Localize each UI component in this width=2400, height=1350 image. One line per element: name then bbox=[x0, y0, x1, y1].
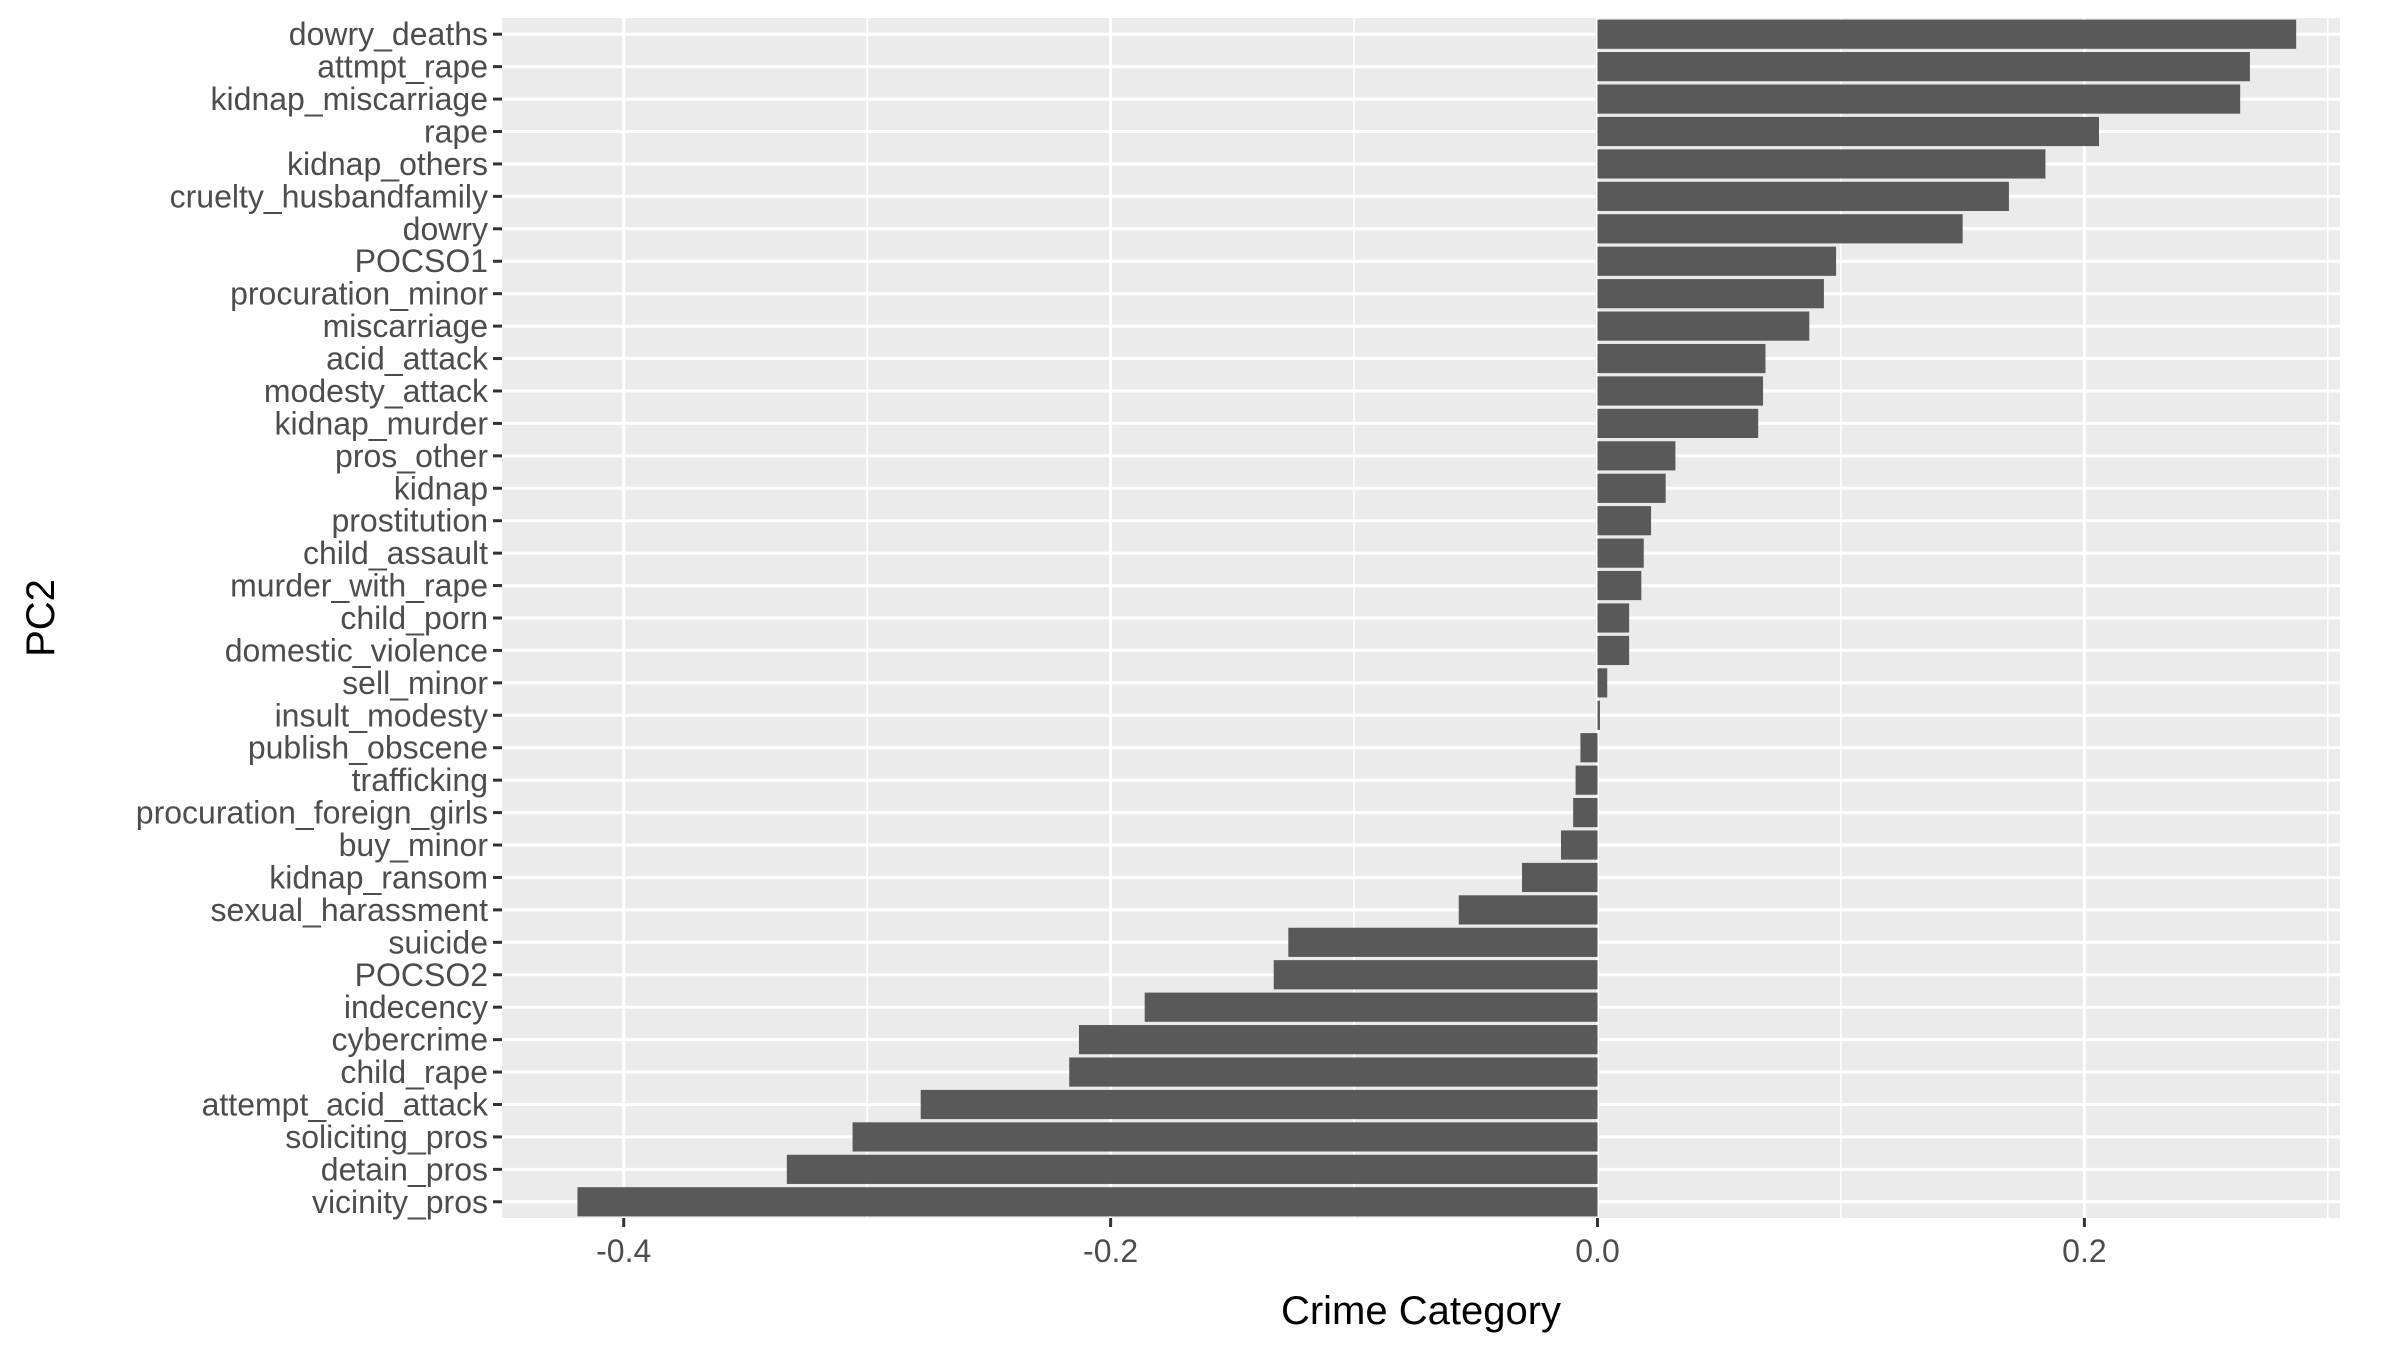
y-tick-label: miscarriage bbox=[323, 308, 488, 344]
bar bbox=[1597, 570, 1642, 601]
y-tick-label: detain_pros bbox=[321, 1151, 488, 1187]
y-axis: dowry_deathsattmpt_rapekidnap_miscarriag… bbox=[136, 16, 502, 1220]
y-tick-label: rape bbox=[424, 114, 488, 150]
bar bbox=[1580, 733, 1598, 763]
x-tick-label: 0.0 bbox=[1575, 1233, 1619, 1269]
bar bbox=[1288, 927, 1598, 957]
y-tick-label: kidnap_ransom bbox=[269, 859, 488, 895]
y-tick-label: sell_minor bbox=[342, 665, 488, 701]
y-tick-label: cruelty_husbandfamily bbox=[170, 178, 488, 214]
y-tick-label: child_assault bbox=[303, 535, 488, 571]
bar bbox=[1560, 830, 1598, 860]
y-tick-label: procuration_foreign_girls bbox=[136, 795, 488, 831]
bar bbox=[1597, 668, 1608, 698]
bar bbox=[1273, 960, 1598, 990]
y-tick-label: publish_obscene bbox=[248, 730, 488, 766]
bar bbox=[1597, 376, 1764, 406]
y-tick-label: dowry bbox=[403, 211, 488, 247]
y-tick-label: sexual_harassment bbox=[211, 892, 489, 928]
y-tick-label: child_rape bbox=[340, 1054, 488, 1090]
bars bbox=[577, 19, 2297, 1217]
y-tick-label: attmpt_rape bbox=[317, 49, 488, 85]
y-tick-label: kidnap bbox=[394, 470, 488, 506]
bar bbox=[1597, 181, 2009, 211]
bar bbox=[1522, 862, 1598, 893]
y-tick-label: kidnap_others bbox=[287, 146, 488, 182]
bar bbox=[1458, 895, 1598, 925]
y-tick-label: kidnap_murder bbox=[275, 405, 489, 441]
bar bbox=[1597, 116, 2099, 147]
bar bbox=[1597, 214, 1963, 244]
bar bbox=[1573, 798, 1598, 828]
y-tick-label: modesty_attack bbox=[264, 373, 489, 409]
bar bbox=[852, 1122, 1598, 1152]
y-axis-title: PC2 bbox=[19, 579, 63, 657]
bar bbox=[577, 1187, 1598, 1217]
y-tick-label: POCSO2 bbox=[355, 957, 488, 993]
y-tick-label: POCSO1 bbox=[355, 243, 488, 279]
y-tick-label: prostitution bbox=[331, 503, 488, 539]
x-axis-title: Crime Category bbox=[1281, 1289, 1561, 1333]
bar bbox=[1597, 473, 1666, 503]
y-tick-label: attempt_acid_attack bbox=[202, 1086, 489, 1122]
bar bbox=[1575, 765, 1598, 795]
y-tick-label: buy_minor bbox=[339, 827, 489, 863]
bar bbox=[1597, 19, 2297, 49]
y-tick-label: kidnap_miscarriage bbox=[211, 81, 488, 117]
y-tick-label: cybercrime bbox=[332, 1022, 488, 1058]
y-tick-label: dowry_deaths bbox=[289, 16, 488, 52]
bar bbox=[1144, 992, 1598, 1022]
y-tick-label: domestic_violence bbox=[225, 632, 488, 668]
bar bbox=[1597, 538, 1644, 568]
y-tick-label: procuration_minor bbox=[230, 276, 488, 312]
bar bbox=[1069, 1057, 1598, 1087]
x-tick-label: 0.2 bbox=[2062, 1233, 2106, 1269]
y-tick-label: suicide bbox=[388, 924, 488, 960]
bar bbox=[1597, 343, 1766, 374]
y-tick-label: vicinity_pros bbox=[312, 1184, 488, 1220]
bar bbox=[1597, 84, 2241, 114]
bar bbox=[1597, 635, 1630, 666]
y-tick-label: murder_with_rape bbox=[230, 568, 488, 604]
bar bbox=[1597, 700, 1600, 730]
y-tick-label: trafficking bbox=[352, 762, 488, 798]
bar bbox=[1597, 246, 1837, 276]
bar bbox=[1597, 408, 1759, 438]
x-axis: -0.4 -0.2 0.0 0.2 bbox=[596, 1218, 2107, 1269]
bar bbox=[1597, 149, 2046, 179]
bar bbox=[1597, 311, 1810, 341]
x-tick-label: -0.4 bbox=[596, 1233, 651, 1269]
y-tick-label: soliciting_pros bbox=[285, 1119, 488, 1155]
bar bbox=[920, 1089, 1598, 1120]
y-tick-label: pros_other bbox=[335, 438, 488, 474]
y-tick-label: indecency bbox=[344, 989, 488, 1025]
bar bbox=[1597, 52, 2250, 82]
bar bbox=[1078, 1025, 1598, 1055]
bar bbox=[1597, 506, 1652, 536]
y-tick-label: insult_modesty bbox=[275, 697, 488, 733]
bar bbox=[1597, 441, 1676, 471]
bar bbox=[786, 1154, 1598, 1184]
y-tick-label: child_porn bbox=[340, 600, 488, 636]
x-tick-label: -0.2 bbox=[1083, 1233, 1138, 1269]
y-tick-label: acid_attack bbox=[326, 341, 489, 377]
bar bbox=[1597, 279, 1824, 309]
bar bbox=[1597, 603, 1630, 633]
